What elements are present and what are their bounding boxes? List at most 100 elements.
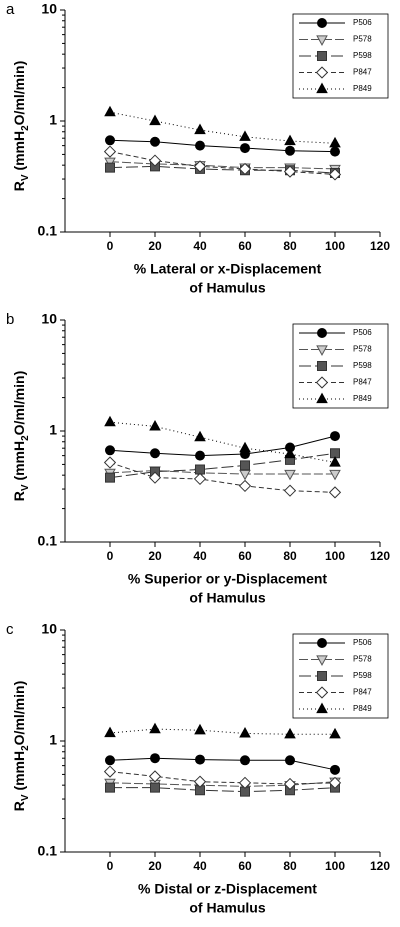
x-tick-label: 100 xyxy=(325,239,345,253)
series-line xyxy=(109,111,336,144)
marker xyxy=(330,448,340,459)
marker xyxy=(317,671,327,681)
marker xyxy=(315,66,329,79)
y-tick-label: 1 xyxy=(49,112,57,128)
marker xyxy=(283,165,297,178)
x-tick-label: 60 xyxy=(238,239,252,253)
legend-label: P506 xyxy=(353,638,372,647)
marker xyxy=(330,146,340,157)
marker xyxy=(330,764,340,775)
marker xyxy=(150,753,160,764)
y-axis-label-part: V xyxy=(20,794,31,801)
x-tick-label: 0 xyxy=(107,239,114,253)
marker xyxy=(195,140,205,151)
y-axis-label-part: 2 xyxy=(20,745,31,751)
legend-label: P598 xyxy=(353,51,372,60)
x-tick-label: 80 xyxy=(283,859,297,873)
marker xyxy=(238,162,252,176)
marker xyxy=(328,168,342,181)
legend-label: P849 xyxy=(353,394,372,403)
marker xyxy=(316,655,328,666)
x-tick-label: 60 xyxy=(238,549,252,563)
marker xyxy=(238,479,252,493)
marker xyxy=(240,755,250,766)
y-tick-label: 10 xyxy=(41,311,57,327)
marker xyxy=(150,448,160,459)
marker xyxy=(285,145,295,156)
marker xyxy=(240,460,250,471)
y-tick-label: 1 xyxy=(49,732,57,748)
legend-label: P847 xyxy=(353,378,372,387)
y-tick-label: 1 xyxy=(49,422,57,438)
marker xyxy=(149,419,161,431)
marker xyxy=(239,469,251,481)
series-line xyxy=(110,787,336,793)
y-axis-label-part: O/ml/min) xyxy=(11,681,27,746)
marker xyxy=(317,18,327,28)
marker xyxy=(148,770,162,783)
legend-label: P506 xyxy=(353,328,372,337)
marker xyxy=(193,472,207,486)
series-line xyxy=(109,757,336,771)
marker xyxy=(104,415,116,427)
legend-label: P578 xyxy=(353,345,372,354)
marker xyxy=(285,755,295,766)
y-axis-label-part: 2 xyxy=(20,125,31,131)
series-line xyxy=(109,771,336,785)
marker xyxy=(316,82,328,94)
marker xyxy=(328,486,342,499)
series-line xyxy=(109,781,336,787)
marker xyxy=(329,456,341,467)
marker xyxy=(283,777,297,791)
marker xyxy=(103,456,117,469)
x-tick-label: 100 xyxy=(325,549,345,563)
marker xyxy=(105,445,115,456)
x-axis-label: of Hamulus xyxy=(189,280,265,296)
marker xyxy=(317,361,327,371)
marker xyxy=(239,441,251,453)
y-axis-label-part: R xyxy=(11,491,27,501)
series-line xyxy=(109,470,335,475)
marker xyxy=(148,471,162,484)
marker xyxy=(316,702,328,714)
x-tick-label: 20 xyxy=(148,239,162,253)
x-tick-label: 120 xyxy=(370,549,390,563)
marker xyxy=(103,765,117,778)
y-axis-label-part: V xyxy=(20,484,31,491)
x-tick-label: 0 xyxy=(107,859,114,873)
legend-label: P847 xyxy=(353,68,372,77)
marker xyxy=(105,135,115,146)
x-tick-label: 120 xyxy=(370,239,390,253)
marker xyxy=(195,754,205,765)
x-tick-label: 40 xyxy=(193,239,207,253)
legend-label: P849 xyxy=(353,84,372,93)
legend-label: P578 xyxy=(353,655,372,664)
y-tick-label: 0.1 xyxy=(38,533,58,549)
legend-label: P847 xyxy=(353,688,372,697)
x-tick-label: 20 xyxy=(148,859,162,873)
y-tick-label: 10 xyxy=(41,621,57,637)
marker xyxy=(316,35,328,46)
y-axis-label-part: R xyxy=(11,181,27,191)
marker xyxy=(330,431,340,442)
marker xyxy=(328,776,342,789)
marker xyxy=(148,154,162,167)
marker xyxy=(329,136,341,148)
series-line xyxy=(109,421,336,464)
marker xyxy=(104,157,116,169)
panel-label: c xyxy=(6,621,14,638)
marker xyxy=(103,145,117,158)
x-axis-label: of Hamulus xyxy=(189,900,265,916)
marker xyxy=(193,775,207,788)
panel-label: a xyxy=(6,1,15,18)
series-line xyxy=(109,165,336,174)
marker xyxy=(315,376,329,389)
series-line xyxy=(109,728,335,735)
legend-label: P506 xyxy=(353,18,372,27)
series-line xyxy=(109,151,336,175)
marker xyxy=(104,726,116,738)
x-tick-label: 60 xyxy=(238,859,252,873)
marker xyxy=(329,727,341,739)
marker xyxy=(238,776,252,789)
